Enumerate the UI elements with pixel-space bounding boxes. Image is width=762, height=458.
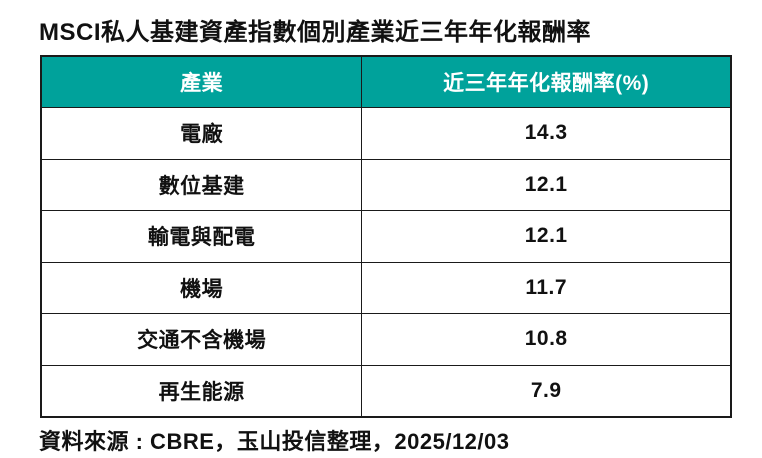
table-row: 交通不含機場 10.8 (40, 313, 732, 366)
table-body: 電廠 14.3 數位基建 12.1 輸電與配電 12.1 機場 11.7 交通不含機場 10.8 再… (40, 107, 732, 418)
table-row: 機場 11.7 (40, 261, 732, 314)
industry-cell: 數位基建 (40, 158, 363, 211)
industry-cell: 電廠 (40, 107, 363, 160)
return-cell: 12.1 (361, 158, 732, 211)
industry-cell: 交通不含機場 (40, 313, 363, 366)
returns-table: 產業 近三年年化報酬率(%) 電廠 14.3 數位基建 12.1 輸電與配電 12.1 機場… (40, 55, 732, 418)
page-title: MSCI私人基建資產指數個別產業近三年年化報酬率 (39, 19, 591, 46)
table-row: 電廠 14.3 (40, 107, 732, 160)
return-cell: 11.7 (361, 261, 732, 314)
return-cell: 10.8 (361, 313, 732, 366)
header-return: 近三年年化報酬率(%) (361, 55, 732, 108)
table-row: 再生能源 7.9 (40, 364, 732, 418)
table-header-row: 產業 近三年年化報酬率(%) (40, 55, 732, 108)
industry-cell: 機場 (40, 261, 363, 314)
header-industry: 產業 (40, 55, 363, 108)
industry-cell: 輸電與配電 (40, 210, 363, 263)
industry-cell: 再生能源 (40, 364, 363, 418)
source-note: 資料來源 : CBRE，玉山投信整理，2025/12/03 (39, 429, 510, 454)
table-row: 數位基建 12.1 (40, 158, 732, 211)
return-cell: 12.1 (361, 210, 732, 263)
return-cell: 7.9 (361, 364, 732, 418)
return-cell: 14.3 (361, 107, 732, 160)
table-row: 輸電與配電 12.1 (40, 210, 732, 263)
table-header: 產業 近三年年化報酬率(%) (40, 55, 732, 108)
